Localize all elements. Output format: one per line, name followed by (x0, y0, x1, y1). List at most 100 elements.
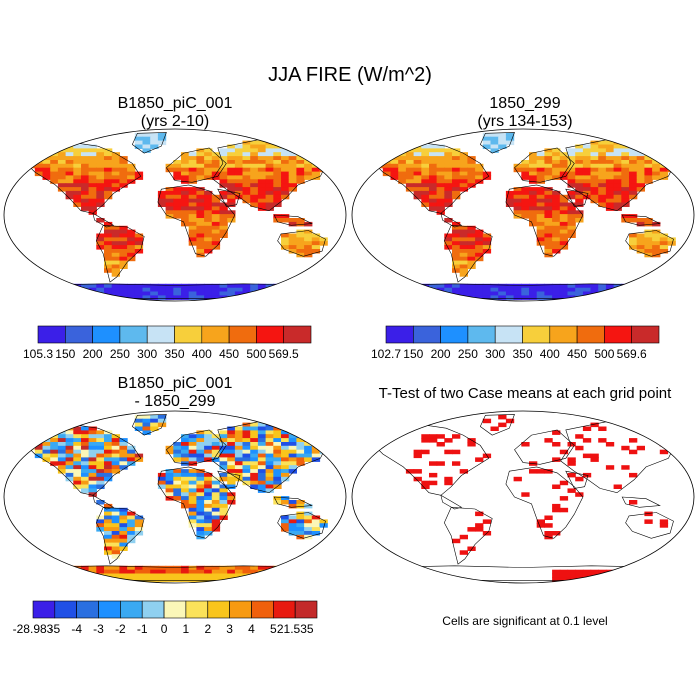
colorbar-case2-tick-7: 450 (567, 347, 587, 361)
colorbar-case1-box-8 (256, 325, 284, 344)
colorbar-case2-box-0 (385, 325, 414, 344)
coastline-australia (277, 230, 326, 257)
coastline-se-asia-islands (621, 214, 661, 226)
colorbar-case2-tick-6: 400 (540, 347, 560, 361)
coastline-se-asia-islands (621, 496, 661, 508)
map-panel-1 (3, 128, 347, 302)
colorbar-difference-box-5 (141, 600, 165, 619)
colorbar-case2-box-1 (412, 325, 441, 344)
colorbar-difference-tick-4: -2 (115, 622, 126, 636)
coastline-north-america (372, 141, 490, 214)
colorbar-difference-tick-7: 1 (183, 622, 190, 636)
map-border-1 (3, 128, 347, 302)
map-panel-3 (3, 410, 347, 584)
colorbar-difference-tick-10: 4 (248, 622, 255, 636)
colorbar-case2-tick-8: 500 (594, 347, 614, 361)
colorbar-difference-box-12 (294, 600, 318, 619)
colorbar-difference-tick-2: -4 (71, 622, 82, 636)
colorbar-difference-box-11 (272, 600, 296, 619)
colorbar-difference-box-2 (76, 600, 99, 619)
coastline-africa (157, 184, 236, 257)
colorbar-difference: -28.983-5 -4 -3 -2 -1 0 1 2 3 4 5 21.535 (13, 600, 318, 636)
colorbar-case2: 102.7 150 200 250 300 350 400 450 500 569.6 (371, 325, 660, 361)
colorbar-difference-tick-9: 3 (226, 622, 233, 636)
coastline-se-asia-islands (273, 214, 313, 226)
coastline-north-america (24, 141, 142, 214)
colorbar-case2-box-5 (522, 325, 551, 344)
colorbar-case1-box-9 (283, 325, 312, 344)
colorbar-case2-tick-4: 300 (485, 347, 505, 361)
panel2-title-line2: (yrs 134-153) (477, 113, 573, 130)
coastline-south-america (95, 506, 145, 565)
colorbar-case2-box-2 (440, 325, 469, 344)
colorbar-case1-tick-8: 500 (246, 347, 266, 361)
colorbar-case1-tick-6: 400 (192, 347, 212, 361)
colorbar-difference-tick-5: -1 (137, 622, 148, 636)
panel2-title: 1850_299 (yrs 134-153) (370, 95, 680, 131)
panel1-title-line2: (yrs 2-10) (140, 113, 210, 130)
significance-note: Cells are significant at 0.1 level (442, 614, 608, 628)
colorbar-case1: 105.3 150 200 250 300 350 400 450 500 569.5 (23, 325, 312, 361)
colorbar-difference-tick-12: 21.535 (277, 622, 314, 636)
coastline-central-america (92, 494, 115, 510)
coastline-arabia (217, 188, 241, 207)
coastline-europe (166, 429, 227, 465)
colorbar-case1-box-0 (37, 325, 66, 344)
coastline-south-america (443, 224, 493, 283)
colorbar-case2-tick-5: 350 (512, 347, 532, 361)
colorbar-case1-box-6 (201, 325, 230, 344)
colorbar-difference-box-9 (229, 600, 252, 619)
colorbar-case2-box-4 (494, 325, 523, 344)
colorbar-case2-tick-1: 150 (403, 347, 423, 361)
map-border-4 (351, 410, 695, 584)
map-panel-4 (351, 410, 695, 584)
colorbar-case1-tick-9: 569.5 (269, 347, 299, 361)
coastline-europe (166, 147, 227, 183)
coastline-greenland (131, 414, 167, 436)
coastline-australia (625, 230, 674, 257)
map-panel-2 (351, 128, 695, 302)
panel3-title-line2: - 1850_299 (134, 393, 216, 410)
colorbar-case2-box-8 (604, 325, 633, 344)
colorbar-case1-box-4 (146, 325, 175, 344)
colorbar-difference-box-1 (54, 600, 77, 619)
coastline-greenland (479, 132, 515, 154)
main-title: JJA FIRE (W/m^2) (268, 64, 432, 86)
coastline-australia (277, 512, 326, 539)
colorbar-case2-tick-0: 102.7 (371, 347, 401, 361)
colorbar-case2-tick-2: 200 (431, 347, 451, 361)
colorbar-case1-tick-3: 250 (110, 347, 130, 361)
colorbar-difference-box-3 (98, 600, 121, 619)
coastline-arabia (565, 188, 589, 207)
coastline-central-america (440, 494, 463, 510)
colorbar-difference-tick-6: 0 (161, 622, 168, 636)
coastline-africa (157, 466, 236, 539)
colorbar-case1-box-5 (174, 325, 203, 344)
colorbar-case2-tick-3: 250 (458, 347, 478, 361)
colorbar-case1-tick-1: 150 (55, 347, 75, 361)
colorbar-difference-tick-1: -5 (49, 622, 60, 636)
colorbar-case2-box-6 (549, 325, 578, 344)
panel2-title-line1: 1850_299 (489, 95, 561, 112)
coastline-central-america (440, 212, 463, 228)
coastline-arabia (217, 470, 241, 489)
colorbar-difference-box-4 (120, 600, 143, 619)
colorbar-case1-tick-5: 350 (164, 347, 184, 361)
coastline-north-america (372, 423, 490, 496)
colorbar-difference-tick-11: 5 (270, 622, 277, 636)
colorbar-case1-tick-7: 450 (219, 347, 239, 361)
coastline-australia (625, 512, 674, 539)
colorbar-difference-box-8 (207, 600, 230, 619)
coastline-se-asia-islands (273, 496, 313, 508)
colorbar-case1-tick-0: 105.3 (23, 347, 53, 361)
colorbar-case1-box-1 (65, 325, 93, 344)
ocean-4 (352, 411, 694, 583)
coastline-greenland (479, 414, 515, 436)
coastline-arabia (565, 470, 589, 489)
panel1-title: B1850_piC_001 (yrs 2-10) (20, 95, 330, 131)
panel3-title: B1850_piC_001 - 1850_299 (20, 375, 330, 411)
map-border-2 (351, 128, 695, 302)
coastline-south-america (443, 506, 493, 565)
colorbar-difference-tick-8: 2 (204, 622, 211, 636)
